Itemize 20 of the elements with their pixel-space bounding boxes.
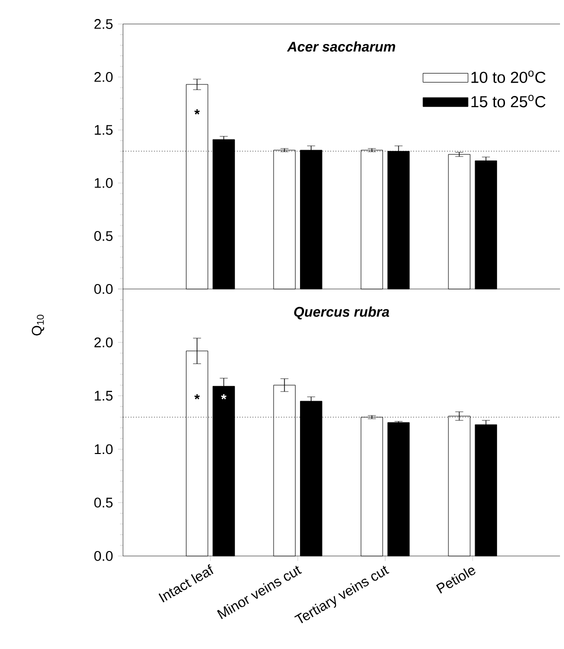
legend-label: 15 to 25$^{o}$C (471, 94, 546, 108)
annotation: * (194, 394, 200, 400)
annotation: * (221, 394, 226, 400)
text: Acer saccharum (286, 41, 396, 52)
x-tick-label: Intact leaf (158, 564, 214, 602)
y-tick-label: 1.5 (94, 125, 113, 135)
y-tick-label: 2.0 (94, 72, 113, 82)
y-tick-label: 0.0 (94, 551, 113, 561)
annotation: * (194, 109, 200, 114)
y-tick-label: 0.0 (94, 284, 113, 294)
legend-label: 10 to 20$^{o}$C (471, 70, 546, 83)
y-tick-label: 1.5 (94, 390, 113, 401)
y-tick-label: 2.0 (94, 337, 113, 348)
y-tick-label: 2.5 (94, 19, 113, 29)
y-tick-label: 1.0 (94, 178, 113, 188)
y-tick-label: 0.5 (94, 498, 113, 508)
y-tick-label: 0.5 (94, 231, 113, 241)
y-axis-title: Q$_{10}$ (32, 314, 44, 336)
text: Quercus rubra (294, 306, 390, 320)
y-tick-label: 1.0 (94, 444, 113, 454)
